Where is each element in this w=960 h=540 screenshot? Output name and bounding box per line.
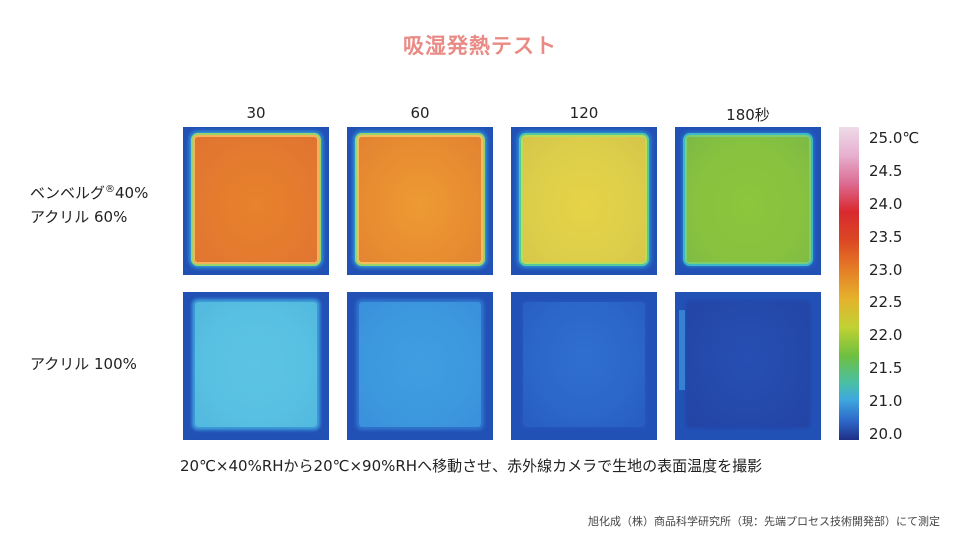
- column-label-180: 180秒: [726, 106, 770, 124]
- measurement-credit: 旭化成（株）商品科学研究所（現：先端プロセス技術開発部）にて測定: [588, 515, 940, 528]
- registered-mark: ®: [105, 184, 116, 195]
- row-label-line1: ベンベルグ: [30, 184, 106, 202]
- thermal-image-acrylic-180s: [675, 292, 821, 440]
- thermal-image-acrylic-60s: [347, 292, 493, 440]
- row-label-line1: アクリル 100%: [30, 355, 137, 373]
- fabric-sample: [523, 137, 645, 262]
- test-condition-caption: 20℃×40%RHから20℃×90%RHへ移動させ、赤外線カメラで生地の表面温度…: [180, 457, 763, 475]
- thermal-image-acrylic-30s: [183, 292, 329, 440]
- scale-label-24-5: 24.5: [869, 162, 903, 180]
- row-label-bemberg-acrylic: ベンベルグ®40% アクリル 60%: [30, 178, 148, 229]
- scale-label-25-0: 25.0℃: [869, 129, 920, 147]
- scale-label-22-0: 22.0: [869, 326, 903, 344]
- thermal-image-blend-120s: [511, 127, 657, 275]
- thermal-image-acrylic-120s: [511, 292, 657, 440]
- scale-label-24-0: 24.0: [869, 195, 903, 213]
- scale-label-22-5: 22.5: [869, 293, 903, 311]
- scale-label-21-0: 21.0: [869, 392, 903, 410]
- thermal-image-blend-30s: [183, 127, 329, 275]
- fabric-sample: [687, 302, 809, 427]
- fabric-sample: [523, 302, 645, 427]
- thermal-image-blend-180s: [675, 127, 821, 275]
- edge-artifact: [679, 310, 685, 390]
- scale-label-21-5: 21.5: [869, 359, 903, 377]
- fabric-sample: [359, 302, 481, 427]
- row-label-acrylic-100: アクリル 100%: [30, 352, 137, 376]
- column-label-30: 30: [246, 104, 266, 122]
- row-label-line1-percent: 40%: [115, 184, 149, 202]
- fabric-sample: [687, 137, 809, 262]
- thermal-image-blend-60s: [347, 127, 493, 275]
- temperature-color-bar: [839, 127, 859, 440]
- scale-label-23-5: 23.5: [869, 228, 903, 246]
- scale-label-23-0: 23.0: [869, 261, 903, 279]
- fabric-sample: [195, 137, 317, 262]
- fabric-sample: [359, 137, 481, 262]
- column-label-120: 120: [569, 104, 599, 122]
- fabric-sample: [195, 302, 317, 427]
- row-label-line2: アクリル 60%: [30, 208, 128, 226]
- scale-label-20-0: 20.0: [869, 425, 903, 443]
- page-title: 吸湿発熱テスト: [403, 34, 557, 58]
- column-label-60: 60: [410, 104, 430, 122]
